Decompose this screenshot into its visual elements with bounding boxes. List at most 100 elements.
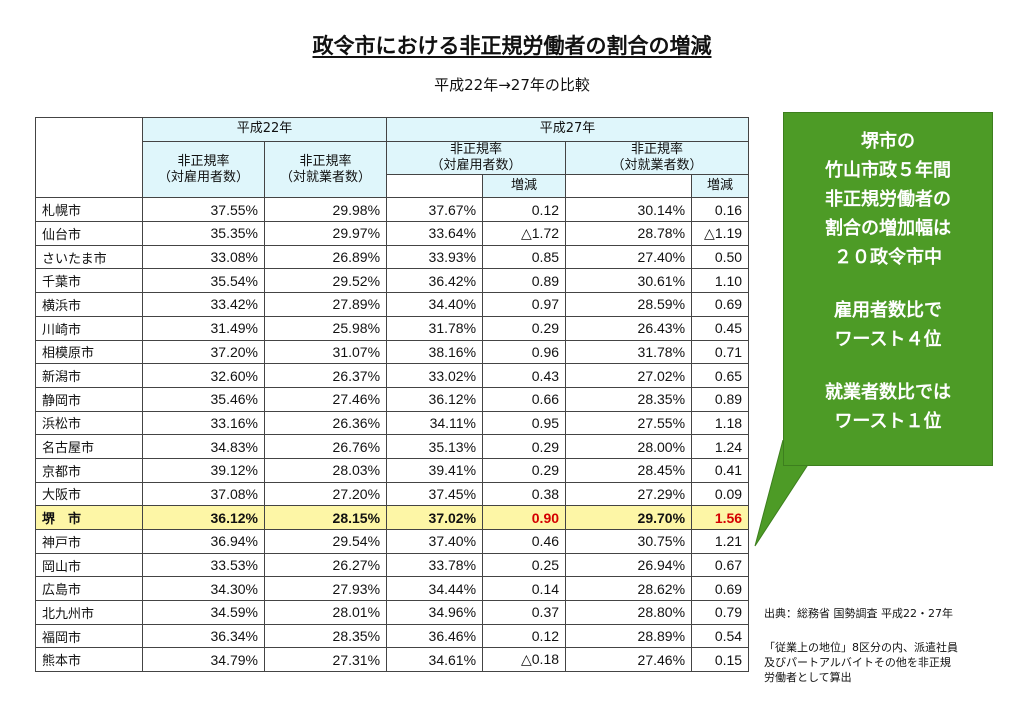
h27-worker-rate: 26.94% (565, 552, 693, 578)
h27-employee-rate: 38.16% (386, 339, 484, 365)
callout-line: 就業者数比では (825, 382, 951, 403)
change-worker: 0.89 (691, 386, 750, 412)
change-worker: 0.09 (691, 481, 750, 507)
h27-worker-rate: 28.80% (565, 600, 693, 625)
h27-employee-rate: 39.41% (386, 457, 484, 483)
table-row: 熊本市 34.79% 27.31% 34.61% △0.18 27.46% 0.15 (35, 647, 750, 673)
callout-line: ２０政令市中 (834, 247, 942, 268)
h27-employee-rate: 35.13% (386, 434, 484, 459)
col-h27-employee-rate-value (386, 173, 484, 199)
col-label-line: 非正規率 (299, 153, 352, 169)
h27-worker-rate: 28.78% (565, 221, 693, 246)
city-name: 熊本市 (35, 647, 143, 673)
table-row: 堺 市 36.12% 28.15% 37.02% 0.90 29.70% 1.56 (35, 505, 750, 530)
table-row: 札幌市 37.55% 29.98% 37.67% 0.12 30.14% 0.16 (35, 197, 750, 223)
h27-worker-rate: 30.61% (565, 268, 693, 294)
header-h27: 平成27年 (386, 117, 750, 142)
city-name: 大阪市 (35, 481, 143, 507)
h27-worker-rate: 27.55% (565, 410, 693, 436)
h22-employee-rate: 37.20% (142, 339, 265, 365)
h27-employee-rate: 34.96% (386, 600, 484, 625)
change-worker: 0.50 (691, 244, 750, 270)
h22-employee-rate: 34.83% (142, 434, 265, 459)
table-row: 岡山市 33.53% 26.27% 33.78% 0.25 26.94% 0.67 (35, 552, 750, 578)
h22-employee-rate: 37.08% (142, 481, 265, 507)
change-worker: 1.18 (691, 410, 750, 436)
h22-employee-rate: 35.54% (142, 268, 265, 294)
h27-worker-rate: 27.46% (565, 647, 693, 673)
h22-worker-rate: 26.76% (263, 434, 388, 459)
city-name: 新潟市 (35, 363, 143, 388)
city-name: 堺 市 (35, 505, 143, 530)
col-h22-employee-rate: 非正規率 （対雇用者数） (142, 140, 265, 199)
table-row: 仙台市 35.35% 29.97% 33.64% △1.72 28.78% △1.19 (35, 221, 750, 246)
h22-employee-rate: 33.53% (142, 552, 265, 578)
change-employee: 0.29 (482, 457, 567, 483)
h22-employee-rate: 32.60% (142, 363, 265, 388)
city-name: 広島市 (35, 576, 143, 602)
change-employee: 0.29 (482, 434, 567, 459)
h27-employee-rate: 36.46% (386, 623, 484, 649)
h22-worker-rate: 27.20% (263, 481, 388, 507)
note-line: 労働者として算出 (764, 671, 852, 684)
change-employee: 0.25 (482, 552, 567, 578)
change-employee: 0.85 (482, 244, 567, 270)
h22-worker-rate: 26.27% (263, 552, 388, 578)
h27-worker-rate: 31.78% (565, 339, 693, 365)
callout-block-3: 就業者数比では ワースト１位 (784, 378, 992, 436)
city-name: 名古屋市 (35, 434, 143, 459)
col-label-line: （対雇用者数） (157, 169, 249, 185)
h22-employee-rate: 37.55% (142, 197, 265, 223)
city-name: 浜松市 (35, 410, 143, 436)
table-row: 川崎市 31.49% 25.98% 31.78% 0.29 26.43% 0.45 (35, 315, 750, 341)
callout-block-2: 雇用者数比で ワースト４位 (784, 296, 992, 354)
city-name: さいたま市 (35, 244, 143, 270)
h27-employee-rate: 33.64% (386, 221, 484, 246)
col-h22-worker-rate: 非正規率 （対就業者数） (263, 140, 388, 199)
page-subtitle: 平成22年→27年の比較 (434, 76, 590, 94)
h27-employee-rate: 34.61% (386, 647, 484, 673)
change-employee: 0.37 (482, 600, 567, 625)
h27-employee-rate: 37.45% (386, 481, 484, 507)
h27-worker-rate: 28.35% (565, 386, 693, 412)
h22-employee-rate: 34.30% (142, 576, 265, 602)
callout-line: ワースト４位 (834, 329, 942, 350)
change-worker: 1.10 (691, 268, 750, 294)
city-name: 岡山市 (35, 552, 143, 578)
h27-employee-rate: 34.44% (386, 576, 484, 602)
h27-employee-rate: 37.67% (386, 197, 484, 223)
h22-worker-rate: 27.46% (263, 386, 388, 412)
callout-line: 割合の増加幅は (825, 218, 951, 239)
table-row: 広島市 34.30% 27.93% 34.44% 0.14 28.62% 0.69 (35, 576, 750, 602)
h22-employee-rate: 35.35% (142, 221, 265, 246)
col-h27-worker-rate-value (565, 173, 693, 199)
callout-line: 竹山市政５年間 (825, 160, 951, 181)
change-worker: △1.19 (691, 221, 750, 246)
change-employee: 0.95 (482, 410, 567, 436)
col-h27-employee-rate: 非正規率 （対雇用者数） (386, 140, 567, 175)
col-change-employee: 増減 (482, 173, 567, 199)
change-worker: 0.45 (691, 315, 750, 341)
callout-block-1: 堺市の 竹山市政５年間 非正規労働者の 割合の増加幅は ２０政令市中 (784, 127, 992, 272)
h22-employee-rate: 36.94% (142, 529, 265, 554)
change-employee: 0.46 (482, 529, 567, 554)
change-worker: 0.15 (691, 647, 750, 673)
city-name: 札幌市 (35, 197, 143, 223)
h27-worker-rate: 28.89% (565, 623, 693, 649)
table-row: 静岡市 35.46% 27.46% 36.12% 0.66 28.35% 0.89 (35, 386, 750, 412)
header-h22: 平成22年 (141, 117, 388, 142)
change-worker: 0.79 (691, 600, 750, 625)
h22-employee-rate: 31.49% (142, 315, 265, 341)
h22-employee-rate: 36.34% (142, 623, 265, 649)
city-name: 千葉市 (35, 268, 143, 294)
h27-worker-rate: 29.70% (565, 505, 693, 530)
change-employee: 0.89 (482, 268, 567, 294)
note-line: 及びパートアルバイトその他を非正規 (764, 656, 951, 669)
h27-employee-rate: 37.40% (386, 529, 484, 554)
table-row: 大阪市 37.08% 27.20% 37.45% 0.38 27.29% 0.09 (35, 481, 750, 507)
h27-worker-rate: 26.43% (565, 315, 693, 341)
table-row: 千葉市 35.54% 29.52% 36.42% 0.89 30.61% 1.10 (35, 268, 750, 294)
col-change-worker: 増減 (691, 173, 750, 199)
h27-employee-rate: 33.93% (386, 244, 484, 270)
table-row: 新潟市 32.60% 26.37% 33.02% 0.43 27.02% 0.65 (35, 363, 750, 388)
